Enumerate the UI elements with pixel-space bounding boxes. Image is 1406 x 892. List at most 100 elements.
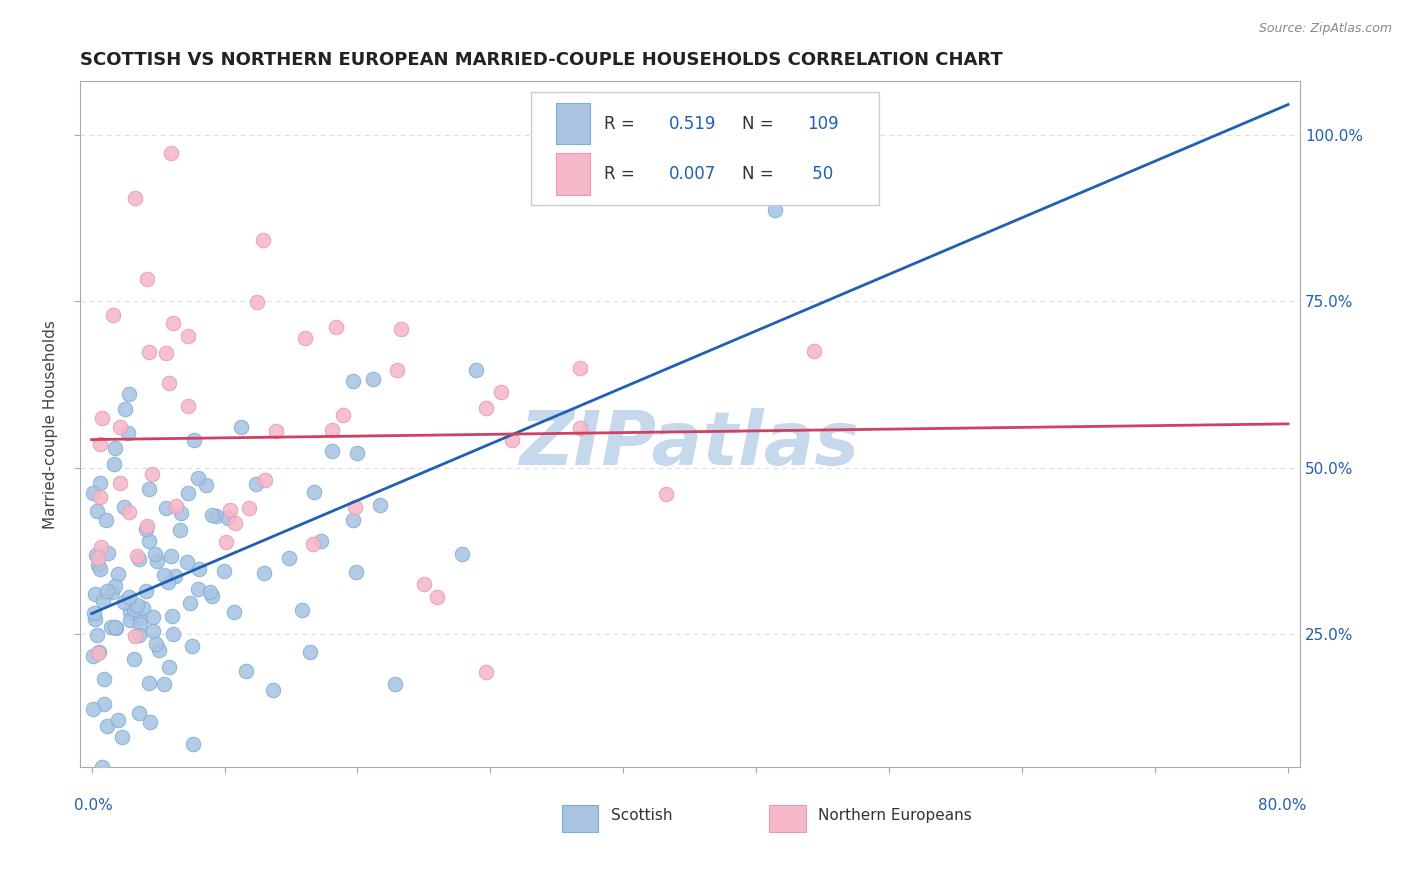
Point [238, 500, 260, 515]
Point [104, 442, 127, 456]
Text: SCOTTISH VS NORTHERN EUROPEAN MARRIED-COUPLE HOUSEHOLDS CORRELATION CHART: SCOTTISH VS NORTHERN EUROPEAN MARRIED-CO… [80, 51, 1002, 69]
Point [146, 554, 169, 568]
Point [124, 629, 146, 643]
FancyBboxPatch shape [555, 153, 589, 194]
Point [118, 613, 141, 627]
Point [143, 548, 166, 562]
Point [135, 522, 157, 536]
Point [87, 558, 110, 573]
Point [391, 321, 413, 335]
Point [224, 516, 246, 530]
Point [368, 498, 391, 512]
Point [253, 566, 276, 580]
Point [264, 424, 287, 438]
Point [325, 319, 347, 334]
FancyBboxPatch shape [555, 103, 589, 145]
Point [153, 568, 176, 582]
Point [294, 331, 316, 345]
Point [110, 420, 132, 434]
Point [87, 646, 110, 660]
FancyBboxPatch shape [769, 805, 806, 832]
Point [183, 737, 205, 751]
Point [118, 387, 141, 401]
Text: 0.0%: 0.0% [73, 798, 112, 813]
Point [83, 612, 105, 626]
Point [179, 596, 201, 610]
Point [117, 505, 139, 519]
Point [569, 360, 592, 375]
Point [201, 508, 224, 522]
Point [165, 500, 187, 514]
Point [474, 665, 496, 679]
Point [87, 550, 110, 565]
Text: N =: N = [742, 165, 773, 183]
Point [142, 624, 165, 638]
Point [291, 603, 314, 617]
Point [302, 485, 325, 500]
Point [101, 585, 124, 599]
Point [83, 587, 105, 601]
Point [363, 372, 385, 386]
Point [159, 549, 181, 564]
Point [183, 433, 205, 447]
Point [138, 676, 160, 690]
Point [180, 639, 202, 653]
Point [384, 676, 406, 690]
Point [501, 433, 523, 447]
Point [107, 566, 129, 581]
Point [89, 437, 111, 451]
Y-axis label: Married-couple Households: Married-couple Households [44, 320, 58, 529]
Point [91, 410, 114, 425]
Point [342, 512, 364, 526]
Point [127, 549, 149, 564]
Point [124, 191, 146, 205]
Point [465, 362, 488, 376]
Point [162, 609, 184, 624]
Point [387, 363, 409, 377]
Point [93, 672, 115, 686]
Point [163, 569, 186, 583]
Point [215, 534, 238, 549]
Point [177, 399, 200, 413]
Point [97, 546, 120, 560]
Point [136, 272, 159, 286]
Text: N =: N = [742, 115, 773, 133]
Point [89, 562, 111, 576]
Point [93, 697, 115, 711]
Point [107, 713, 129, 727]
Point [86, 628, 108, 642]
Point [89, 475, 111, 490]
Text: R =: R = [605, 165, 640, 183]
Point [298, 645, 321, 659]
Point [218, 502, 240, 516]
Point [90, 540, 112, 554]
Point [82, 648, 104, 663]
Point [332, 408, 354, 422]
Point [252, 233, 274, 247]
Point [200, 585, 222, 599]
Point [343, 500, 366, 514]
Point [426, 590, 449, 604]
Point [201, 590, 224, 604]
Point [138, 714, 160, 729]
Text: 0.007: 0.007 [669, 165, 716, 183]
Text: ZIPatlas: ZIPatlas [520, 409, 860, 482]
Text: Northern Europeans: Northern Europeans [818, 807, 972, 822]
Point [412, 577, 434, 591]
FancyBboxPatch shape [531, 92, 879, 205]
Point [118, 590, 141, 604]
Point [141, 467, 163, 481]
Point [162, 316, 184, 330]
Point [451, 547, 474, 561]
Point [145, 636, 167, 650]
Point [803, 344, 825, 359]
Point [128, 552, 150, 566]
Point [103, 308, 125, 322]
Point [195, 478, 218, 492]
Point [169, 524, 191, 538]
Point [346, 445, 368, 459]
Point [122, 652, 145, 666]
Point [655, 487, 678, 501]
Point [96, 719, 118, 733]
Point [187, 582, 209, 596]
